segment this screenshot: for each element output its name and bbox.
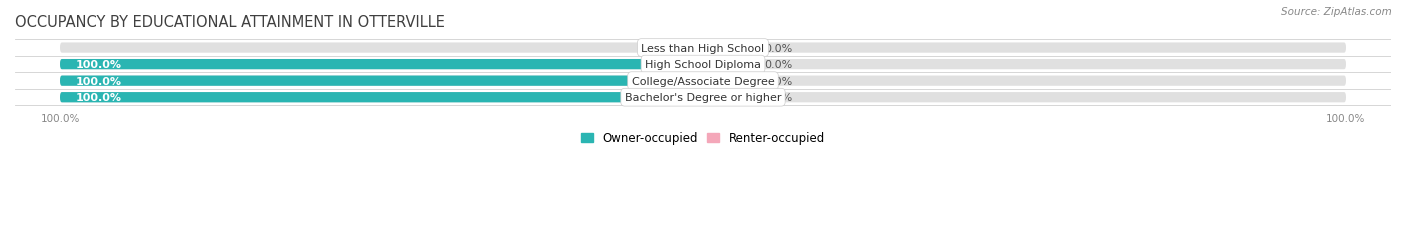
FancyBboxPatch shape: [703, 93, 755, 103]
FancyBboxPatch shape: [60, 76, 1346, 86]
Text: 0.0%: 0.0%: [662, 43, 690, 53]
Text: 0.0%: 0.0%: [763, 93, 793, 103]
Text: Less than High School: Less than High School: [641, 43, 765, 53]
FancyBboxPatch shape: [60, 93, 1346, 103]
Text: 100.0%: 100.0%: [76, 93, 122, 103]
FancyBboxPatch shape: [703, 60, 755, 70]
Text: OCCUPANCY BY EDUCATIONAL ATTAINMENT IN OTTERVILLE: OCCUPANCY BY EDUCATIONAL ATTAINMENT IN O…: [15, 15, 444, 30]
FancyBboxPatch shape: [60, 60, 703, 70]
Text: 0.0%: 0.0%: [763, 43, 793, 53]
FancyBboxPatch shape: [703, 43, 755, 53]
Text: Source: ZipAtlas.com: Source: ZipAtlas.com: [1281, 7, 1392, 17]
FancyBboxPatch shape: [703, 76, 755, 86]
Text: High School Diploma: High School Diploma: [645, 60, 761, 70]
FancyBboxPatch shape: [60, 76, 703, 86]
FancyBboxPatch shape: [60, 43, 1346, 53]
FancyBboxPatch shape: [60, 93, 703, 103]
Text: 0.0%: 0.0%: [763, 60, 793, 70]
Text: 0.0%: 0.0%: [763, 76, 793, 86]
Text: 100.0%: 100.0%: [76, 60, 122, 70]
Text: College/Associate Degree: College/Associate Degree: [631, 76, 775, 86]
Text: Bachelor's Degree or higher: Bachelor's Degree or higher: [624, 93, 782, 103]
FancyBboxPatch shape: [60, 60, 1346, 70]
Text: 100.0%: 100.0%: [76, 76, 122, 86]
Legend: Owner-occupied, Renter-occupied: Owner-occupied, Renter-occupied: [581, 132, 825, 145]
